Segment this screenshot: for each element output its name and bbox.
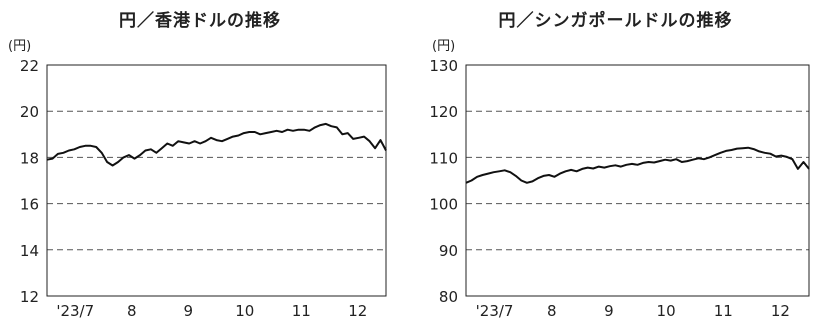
y-tick-label: 110	[429, 149, 458, 167]
x-tick-label: 8	[547, 302, 557, 320]
y-tick-label: 16	[20, 196, 39, 214]
x-tick-label: '23/7	[56, 302, 94, 320]
y-tick-label: 120	[429, 103, 458, 121]
x-tick-label: 9	[183, 302, 193, 320]
x-tick-label: 9	[604, 302, 614, 320]
chart-title: 円／香港ドルの推移	[119, 11, 281, 31]
x-tick-label: '23/7	[476, 302, 514, 320]
y-axis-unit-label: (円)	[8, 39, 31, 54]
y-tick-label: 100	[429, 196, 458, 214]
series-line	[465, 146, 810, 184]
chart-panel-hkd: 円／香港ドルの推移 (円) 22 20 18 16 14 12 '23/7 8 9 10 11 12	[0, 0, 400, 322]
y-tick-label: 90	[439, 242, 458, 260]
plot-frame	[46, 64, 387, 297]
x-tick-label: 11	[714, 302, 733, 320]
y-tick-label: 14	[20, 242, 39, 260]
y-tick-label: 12	[20, 288, 39, 306]
y-tick-label: 20	[20, 103, 39, 121]
plot-frame	[465, 64, 810, 297]
x-tick-label: 12	[771, 302, 790, 320]
x-tick-label: 10	[235, 302, 254, 320]
x-tick-label: 12	[348, 302, 367, 320]
chart-hkd: (円) 22 20 18 16 14 12 '23/7 8 9 10 11 12	[8, 39, 387, 320]
y-tick-label: 18	[20, 149, 39, 167]
chart-title: 円／シンガポールドルの推移	[498, 11, 733, 31]
chart-panel-sgd: 円／シンガポールドルの推移 (円) 130 120 110 100 90 80 '23/7 8 9…	[418, 0, 813, 322]
x-tick-label: 11	[292, 302, 311, 320]
x-tick-label: 8	[127, 302, 137, 320]
y-axis-unit-label: (円)	[432, 39, 455, 54]
y-tick-label: 22	[20, 57, 39, 75]
series-line	[46, 122, 387, 167]
y-tick-label: 130	[429, 57, 458, 75]
y-tick-label: 80	[439, 288, 458, 306]
x-tick-label: 10	[657, 302, 676, 320]
chart-sgd: (円) 130 120 110 100 90 80 '23/7 8 9 10 11 12	[429, 39, 810, 320]
